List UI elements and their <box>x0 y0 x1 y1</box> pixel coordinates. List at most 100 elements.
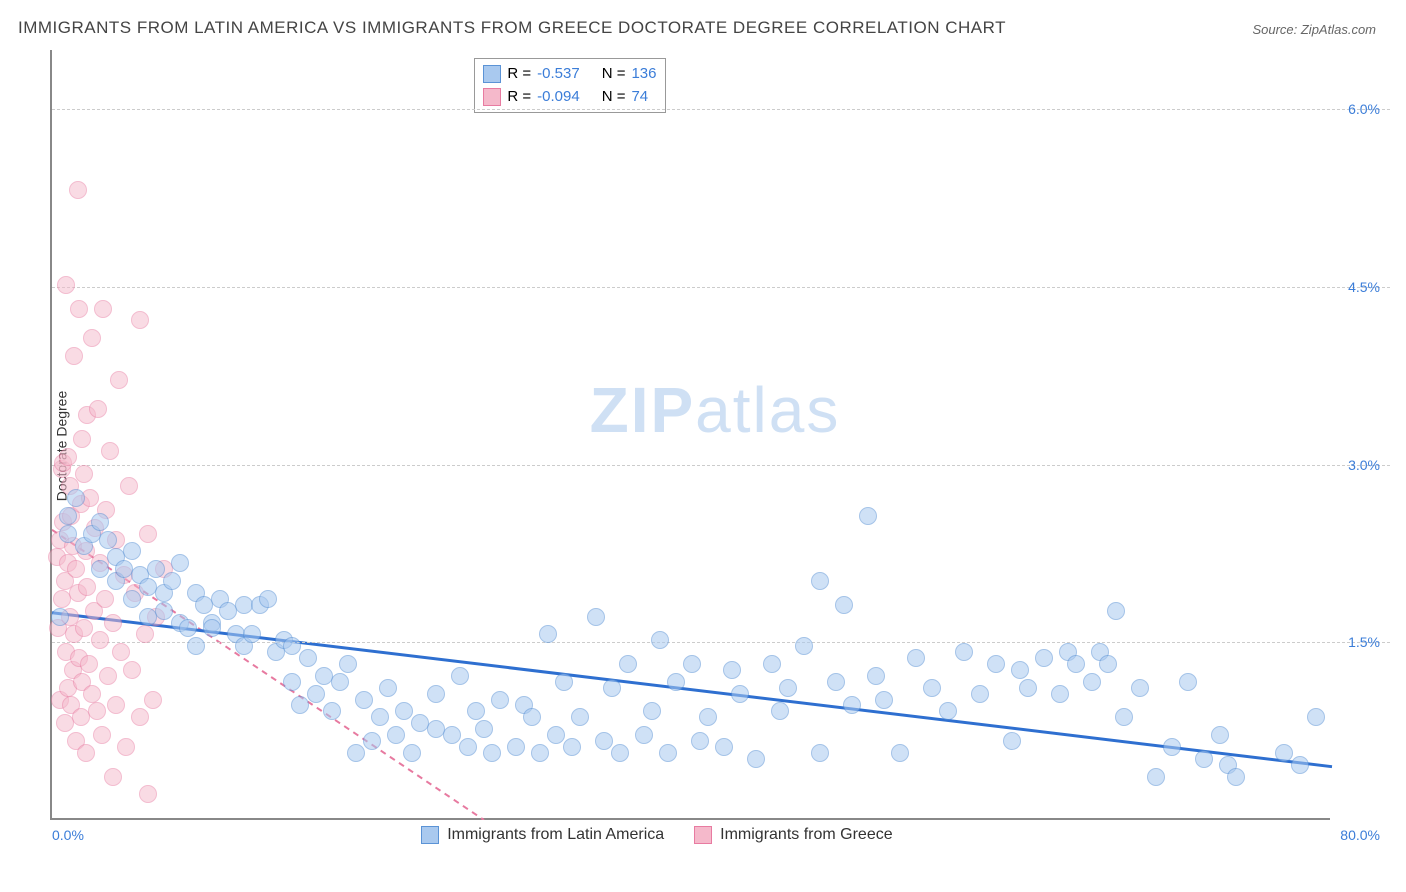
data-point-greece <box>110 371 128 389</box>
data-point-latin <box>779 679 797 697</box>
data-point-latin <box>987 655 1005 673</box>
n-value-greece: 74 <box>631 86 648 109</box>
data-point-latin <box>1099 655 1117 673</box>
data-point-latin <box>475 720 493 738</box>
data-point-latin <box>259 590 277 608</box>
data-point-latin <box>507 738 525 756</box>
data-point-latin <box>619 655 637 673</box>
data-point-latin <box>683 655 701 673</box>
data-point-latin <box>587 608 605 626</box>
data-point-latin <box>123 542 141 560</box>
data-point-latin <box>571 708 589 726</box>
data-point-latin <box>875 691 893 709</box>
r-value-greece: -0.094 <box>537 86 580 109</box>
data-point-greece <box>89 400 107 418</box>
data-point-greece <box>101 442 119 460</box>
data-point-latin <box>563 738 581 756</box>
data-point-latin <box>611 744 629 762</box>
watermark: ZIPatlas <box>590 373 841 447</box>
data-point-latin <box>59 507 77 525</box>
data-point-greece <box>70 300 88 318</box>
data-point-latin <box>1115 708 1133 726</box>
stats-row-latin: R = -0.537 N = 136 <box>483 63 656 86</box>
legend-item-latin: Immigrants from Latin America <box>421 826 664 844</box>
data-point-latin <box>643 702 661 720</box>
swatch-latin <box>421 826 439 844</box>
data-point-greece <box>59 448 77 466</box>
data-point-latin <box>1019 679 1037 697</box>
data-point-latin <box>347 744 365 762</box>
data-point-latin <box>283 673 301 691</box>
data-point-latin <box>651 631 669 649</box>
gridline <box>52 287 1390 288</box>
data-point-latin <box>99 531 117 549</box>
data-point-latin <box>427 685 445 703</box>
data-point-greece <box>144 691 162 709</box>
data-point-latin <box>163 572 181 590</box>
data-point-latin <box>1003 732 1021 750</box>
swatch-greece <box>694 826 712 844</box>
data-point-latin <box>363 732 381 750</box>
data-point-latin <box>667 673 685 691</box>
data-point-latin <box>323 702 341 720</box>
data-point-greece <box>77 744 95 762</box>
data-point-greece <box>69 181 87 199</box>
legend-label-latin: Immigrants from Latin America <box>447 826 664 844</box>
data-point-latin <box>859 507 877 525</box>
data-point-latin <box>835 596 853 614</box>
data-point-latin <box>1011 661 1029 679</box>
data-point-greece <box>94 300 112 318</box>
data-point-greece <box>57 276 75 294</box>
data-point-greece <box>139 785 157 803</box>
r-label: R = <box>507 63 531 86</box>
data-point-greece <box>75 465 93 483</box>
data-point-latin <box>603 679 621 697</box>
data-point-latin <box>971 685 989 703</box>
data-point-latin <box>867 667 885 685</box>
bottom-legend: Immigrants from Latin America Immigrants… <box>421 826 892 844</box>
data-point-greece <box>88 702 106 720</box>
data-point-latin <box>387 726 405 744</box>
data-point-latin <box>699 708 717 726</box>
data-point-latin <box>1051 685 1069 703</box>
data-point-greece <box>91 631 109 649</box>
data-point-latin <box>723 661 741 679</box>
data-point-latin <box>1227 768 1245 786</box>
data-point-latin <box>91 513 109 531</box>
data-point-latin <box>1131 679 1149 697</box>
r-value-latin: -0.537 <box>537 63 580 86</box>
n-label: N = <box>602 86 626 109</box>
stats-row-greece: R = -0.094 N = 74 <box>483 86 656 109</box>
data-point-greece <box>83 685 101 703</box>
data-point-latin <box>531 744 549 762</box>
data-point-latin <box>523 708 541 726</box>
data-point-latin <box>659 744 677 762</box>
data-point-greece <box>120 477 138 495</box>
swatch-greece <box>483 88 501 106</box>
data-point-greece <box>96 590 114 608</box>
watermark-zip: ZIP <box>590 374 696 446</box>
data-point-latin <box>331 673 349 691</box>
data-point-greece <box>131 311 149 329</box>
legend-label-greece: Immigrants from Greece <box>720 826 892 844</box>
gridline <box>52 465 1390 466</box>
data-point-latin <box>1211 726 1229 744</box>
data-point-latin <box>187 637 205 655</box>
data-point-latin <box>555 673 573 691</box>
n-label: N = <box>602 63 626 86</box>
data-point-greece <box>99 667 117 685</box>
data-point-latin <box>923 679 941 697</box>
data-point-latin <box>1147 768 1165 786</box>
data-point-latin <box>451 667 469 685</box>
data-point-latin <box>771 702 789 720</box>
data-point-latin <box>939 702 957 720</box>
swatch-latin <box>483 65 501 83</box>
data-point-greece <box>104 614 122 632</box>
data-point-latin <box>443 726 461 744</box>
source-label: Source: ZipAtlas.com <box>1252 22 1376 37</box>
chart-title: IMMIGRANTS FROM LATIN AMERICA VS IMMIGRA… <box>18 18 1006 38</box>
data-point-greece <box>65 347 83 365</box>
data-point-latin <box>91 560 109 578</box>
data-point-latin <box>1107 602 1125 620</box>
r-label: R = <box>507 86 531 109</box>
